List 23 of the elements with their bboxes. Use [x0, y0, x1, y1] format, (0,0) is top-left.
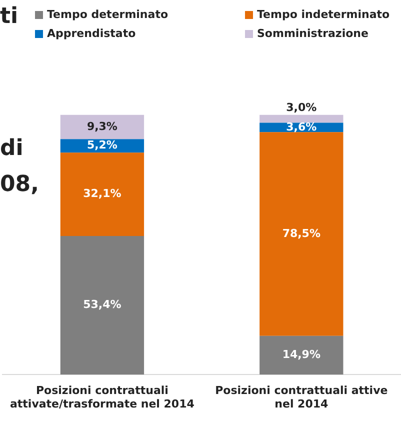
data-label: 3,0%: [286, 100, 317, 114]
data-label: 32,1%: [83, 187, 122, 200]
data-label: 78,5%: [282, 226, 320, 240]
bar: [60, 152, 144, 236]
data-label: 5,2%: [86, 138, 118, 152]
legend-label: Tempo indeterminato: [257, 8, 390, 21]
text: ti: [0, 4, 18, 29]
legend-label: Apprendistato: [47, 27, 136, 40]
bar: [60, 114, 144, 140]
x-tick-label: Posizioni contrattuali attive nel 2014: [215, 384, 388, 410]
bar: [260, 132, 344, 336]
data-label: 14,9%: [282, 348, 320, 362]
legend-label: Somministrazione: [257, 27, 368, 40]
annotation: 08,: [0, 172, 39, 197]
data-label: 3,6%: [286, 120, 317, 134]
legend-label: Tempo determinato: [47, 8, 168, 21]
annotation: di: [0, 136, 24, 161]
bar: [260, 336, 344, 375]
bar: [260, 114, 344, 123]
data-label: 53,4%: [83, 298, 122, 312]
bar: [60, 236, 144, 375]
data-label: 9,3%: [86, 120, 118, 133]
x-tick-label: Posizioni contrattuali attivate/trasformate nel 2014: [10, 384, 195, 410]
